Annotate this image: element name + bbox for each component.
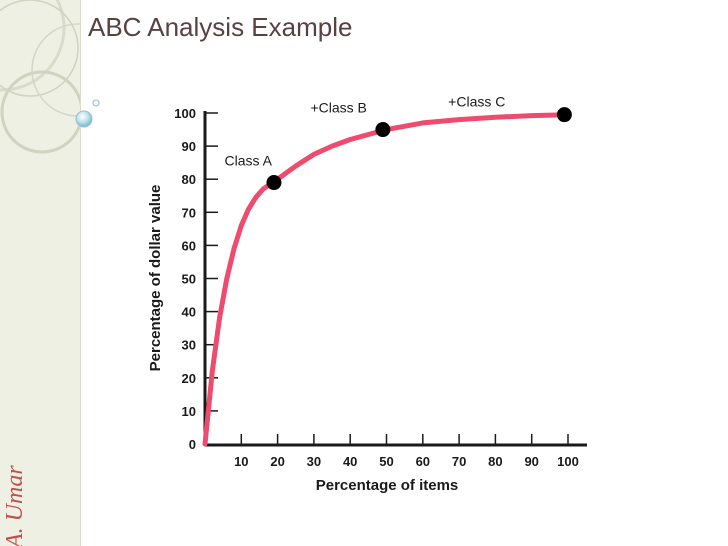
- y-axis-title: Percentage of dollar value: [147, 185, 164, 372]
- x-tick-label: 30: [307, 454, 321, 469]
- x-tick-label: 100: [557, 454, 579, 469]
- bubble-decoration: [75, 99, 100, 128]
- y-tick-label: 10: [182, 404, 196, 419]
- x-tick-label: 60: [416, 454, 430, 469]
- x-axis-title: Percentage of items: [316, 477, 459, 494]
- x-tick-label: 20: [270, 454, 284, 469]
- y-axis: 0 10 20 30 40 50 60 70 80 90 100: [174, 106, 218, 452]
- y-tick-label: 100: [174, 106, 196, 121]
- y-tick-label: 80: [182, 172, 196, 187]
- class-point: [266, 175, 282, 191]
- y-tick-label: 90: [182, 139, 196, 154]
- class-point-label: +Class B: [310, 100, 366, 116]
- sidebar-decoration: A. Umar: [0, 0, 81, 546]
- x-tick-label: 80: [488, 454, 502, 469]
- class-point: [375, 122, 391, 138]
- bubble-small: [92, 99, 100, 107]
- y-tick-label: 60: [182, 238, 196, 253]
- bubble-large: [75, 110, 93, 128]
- x-tick-label: 70: [452, 454, 466, 469]
- class-point-label: Class A: [225, 153, 273, 169]
- class-point: [556, 107, 572, 123]
- y-tick-label: 70: [182, 205, 196, 220]
- page-title: ABC Analysis Example: [88, 12, 353, 42]
- y-tick-label: 30: [182, 338, 196, 353]
- y-tick-label: 50: [182, 272, 196, 287]
- x-tick-label: 10: [234, 454, 248, 469]
- cumulative-value-curve: [202, 112, 571, 447]
- x-tick-label: 90: [524, 454, 538, 469]
- x-axis: 10 20 30 40 50 60 70 80 90 100: [205, 434, 587, 469]
- x-tick-label: 40: [343, 454, 357, 469]
- x-tick-label: 50: [379, 454, 393, 469]
- y-tick-label: 40: [182, 305, 196, 320]
- y-tick-label: 20: [182, 371, 196, 386]
- class-points: Class A +Class B +Class C: [225, 94, 572, 191]
- y-tick-label: 0: [189, 437, 196, 452]
- class-point-label: +Class C: [448, 94, 505, 110]
